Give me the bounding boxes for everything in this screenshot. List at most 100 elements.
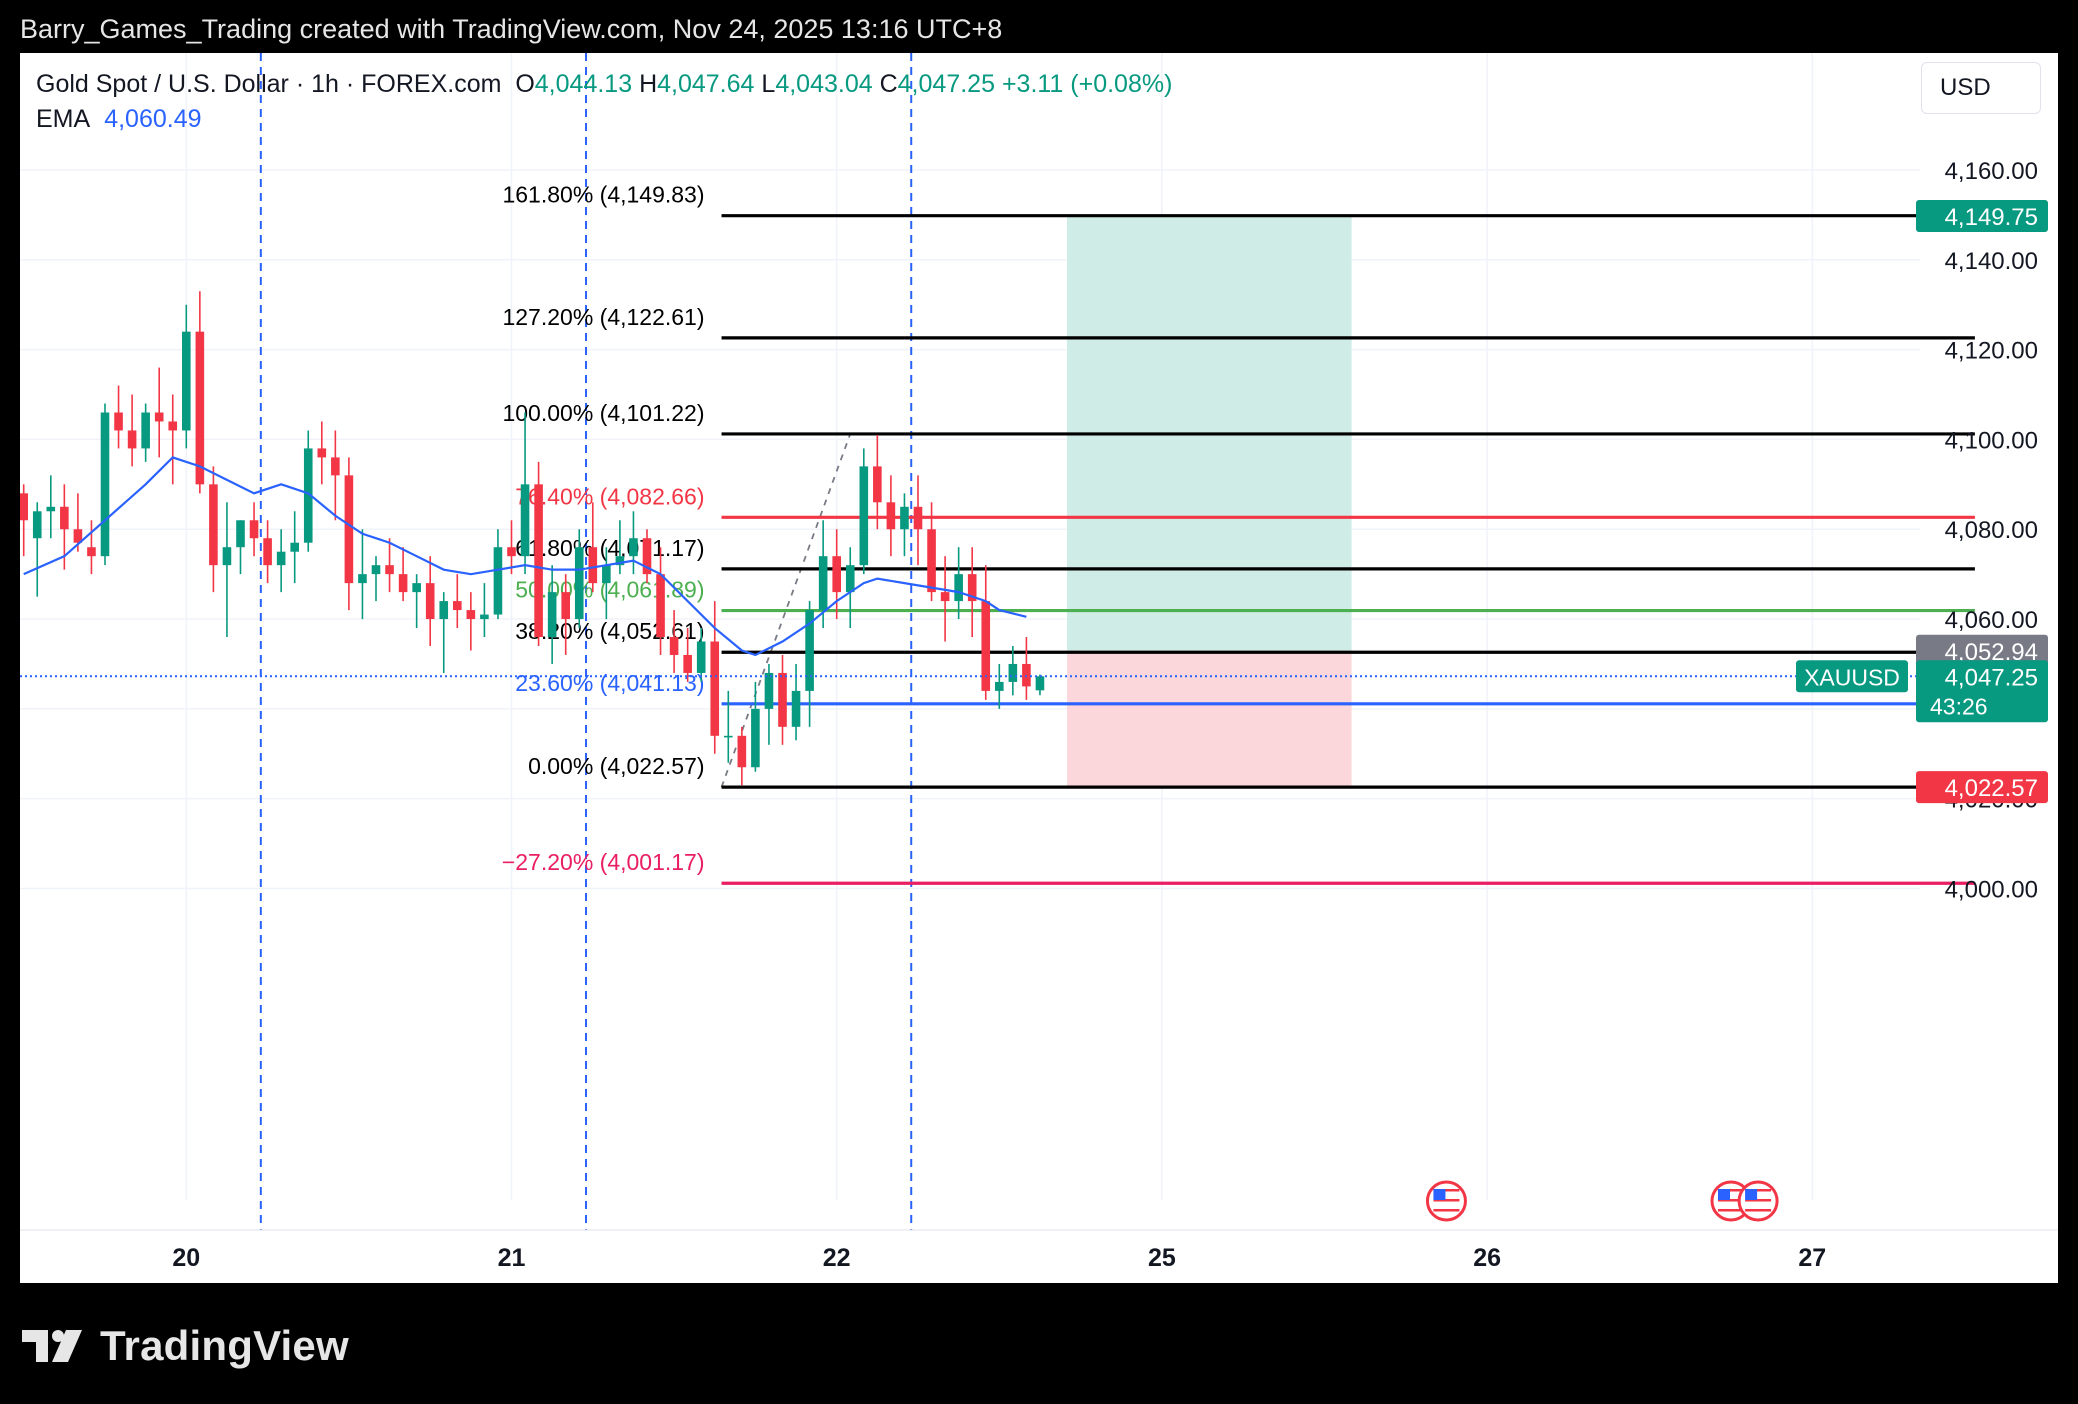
symbol-tag-bg xyxy=(1796,660,1908,693)
candle-body xyxy=(371,565,381,575)
flag-stripe xyxy=(1745,1194,1772,1197)
symbol-legend[interactable]: Gold Spot / U.S. Dollar · 1h · FOREX.com… xyxy=(36,70,1172,99)
long-position-tool[interactable] xyxy=(1067,216,1352,788)
candle-body xyxy=(46,506,56,512)
candle-body xyxy=(832,556,841,593)
time-axis-tick-label: 25 xyxy=(1148,1244,1176,1272)
candle-body xyxy=(940,592,950,602)
candle-body xyxy=(913,506,923,530)
candle-body xyxy=(507,547,516,557)
candle-body xyxy=(344,475,354,584)
candle-body xyxy=(520,484,530,557)
candle-body xyxy=(615,556,625,566)
candle-body xyxy=(764,672,774,709)
candle-body xyxy=(398,574,408,593)
grid xyxy=(20,53,1920,1200)
price-chart[interactable]: 161.80% (4,149.83) 127.20% (4,122.61) 100.… xyxy=(20,53,2058,1283)
stop-loss-zone[interactable] xyxy=(1067,650,1352,788)
price-axis-tick-label: 4,060.00 xyxy=(1945,607,2038,634)
fib-trend-line[interactable] xyxy=(720,433,852,788)
flag-stripe xyxy=(1718,1199,1744,1202)
candle-body xyxy=(1008,663,1018,682)
flag-stripe xyxy=(1718,1194,1744,1197)
ema-value: 4,060.49 xyxy=(104,105,202,133)
chart-frame[interactable]: 161.80% (4,149.83) 127.20% (4,122.61) 100.… xyxy=(20,53,2058,1283)
candle-body xyxy=(805,610,814,691)
candle-body xyxy=(480,614,489,620)
flag-stripe xyxy=(1433,1189,1460,1192)
candle-body xyxy=(87,547,96,557)
fib-level-label: 76.40% (4,082.66) xyxy=(515,483,704,509)
change-value: +3.11 (+0.08%) xyxy=(1001,70,1173,98)
candle-body xyxy=(724,735,733,738)
time-axis-tick-label: 22 xyxy=(823,1244,851,1272)
price-axis-tick-label: 4,140.00 xyxy=(1945,248,2038,275)
candle-body xyxy=(737,735,747,768)
fib-level-label: 61.80% (4,071.17) xyxy=(515,535,704,561)
price-axis-tick-label: 4,160.00 xyxy=(1945,158,2038,185)
candle-body xyxy=(263,538,272,566)
fib-level-label: 127.20% (4,122.61) xyxy=(502,304,704,330)
candle-body xyxy=(466,610,476,620)
last-price-text: 4,047.25 xyxy=(1945,664,2038,691)
candle-body xyxy=(534,484,543,638)
candle-body xyxy=(331,457,340,476)
candle-body xyxy=(195,331,205,485)
candle-body xyxy=(20,493,28,521)
candle-body xyxy=(574,547,584,620)
candle-body xyxy=(981,601,991,691)
candle-body xyxy=(425,583,435,620)
candle-body xyxy=(873,466,882,503)
low-label: L xyxy=(761,70,776,98)
flag-canton xyxy=(1745,1189,1758,1200)
ema-legend[interactable]: EMA 4,060.49 xyxy=(36,105,202,134)
fib-level-label: 161.80% (4,149.83) xyxy=(502,182,704,208)
event-flags[interactable] xyxy=(1425,1180,1779,1222)
flag-stripe xyxy=(1745,1199,1772,1202)
candle-body xyxy=(845,565,855,593)
time-axis-tick-label: 27 xyxy=(1798,1244,1826,1272)
bar-countdown-text: 43:26 xyxy=(1930,693,1988,719)
fib-level-label: 23.60% (4,041.13) xyxy=(515,670,704,696)
price-axis-tick-label: 4,100.00 xyxy=(1945,427,2038,454)
candle-body xyxy=(561,592,570,620)
price-axis-tick-label: 4,080.00 xyxy=(1945,517,2038,544)
time-axis-tick-label: 21 xyxy=(498,1244,526,1272)
time-axis-tick-label: 20 xyxy=(172,1244,200,1272)
fib-level-label: 100.00% (4,101.22) xyxy=(502,400,704,426)
candle-body xyxy=(141,412,150,449)
us-event-flag-icon[interactable] xyxy=(1737,1180,1779,1222)
candle-body xyxy=(453,601,462,611)
flag-canton xyxy=(1433,1189,1446,1200)
price-tag-bg xyxy=(1916,634,2048,667)
candle-body xyxy=(154,412,164,422)
candle-body xyxy=(60,506,69,530)
currency-button[interactable]: USD xyxy=(1921,62,2041,114)
candle-body xyxy=(385,565,394,575)
candle-body xyxy=(818,556,828,611)
flag-stripe xyxy=(1433,1194,1460,1197)
flag-stripe xyxy=(1718,1209,1744,1212)
candle-body xyxy=(209,484,218,566)
candle-body xyxy=(439,601,449,620)
candle-body xyxy=(859,466,869,566)
candle-body xyxy=(547,592,557,638)
ema-line xyxy=(23,456,1027,657)
flag-canton xyxy=(1718,1189,1730,1200)
candle-body xyxy=(629,538,638,557)
open-value: 4,044.13 xyxy=(534,70,633,98)
flag-stripe xyxy=(1718,1204,1744,1207)
candle-body xyxy=(493,547,503,615)
price-tag-bg xyxy=(1916,771,2048,804)
price-tag-text: 4,022.57 xyxy=(1945,775,2038,802)
candle-body xyxy=(683,654,692,673)
price-tag-text: 4,149.75 xyxy=(1945,204,2038,231)
candle-body xyxy=(669,637,679,655)
last-price-tag-bg xyxy=(1916,660,2048,723)
candle-body xyxy=(995,681,1004,691)
us-event-flag-icon[interactable] xyxy=(1425,1180,1467,1222)
price-axis-tick-label: 4,000.00 xyxy=(1945,876,2038,903)
candle-body xyxy=(1022,663,1031,687)
candle-body xyxy=(73,529,83,543)
candle-body xyxy=(358,574,367,584)
